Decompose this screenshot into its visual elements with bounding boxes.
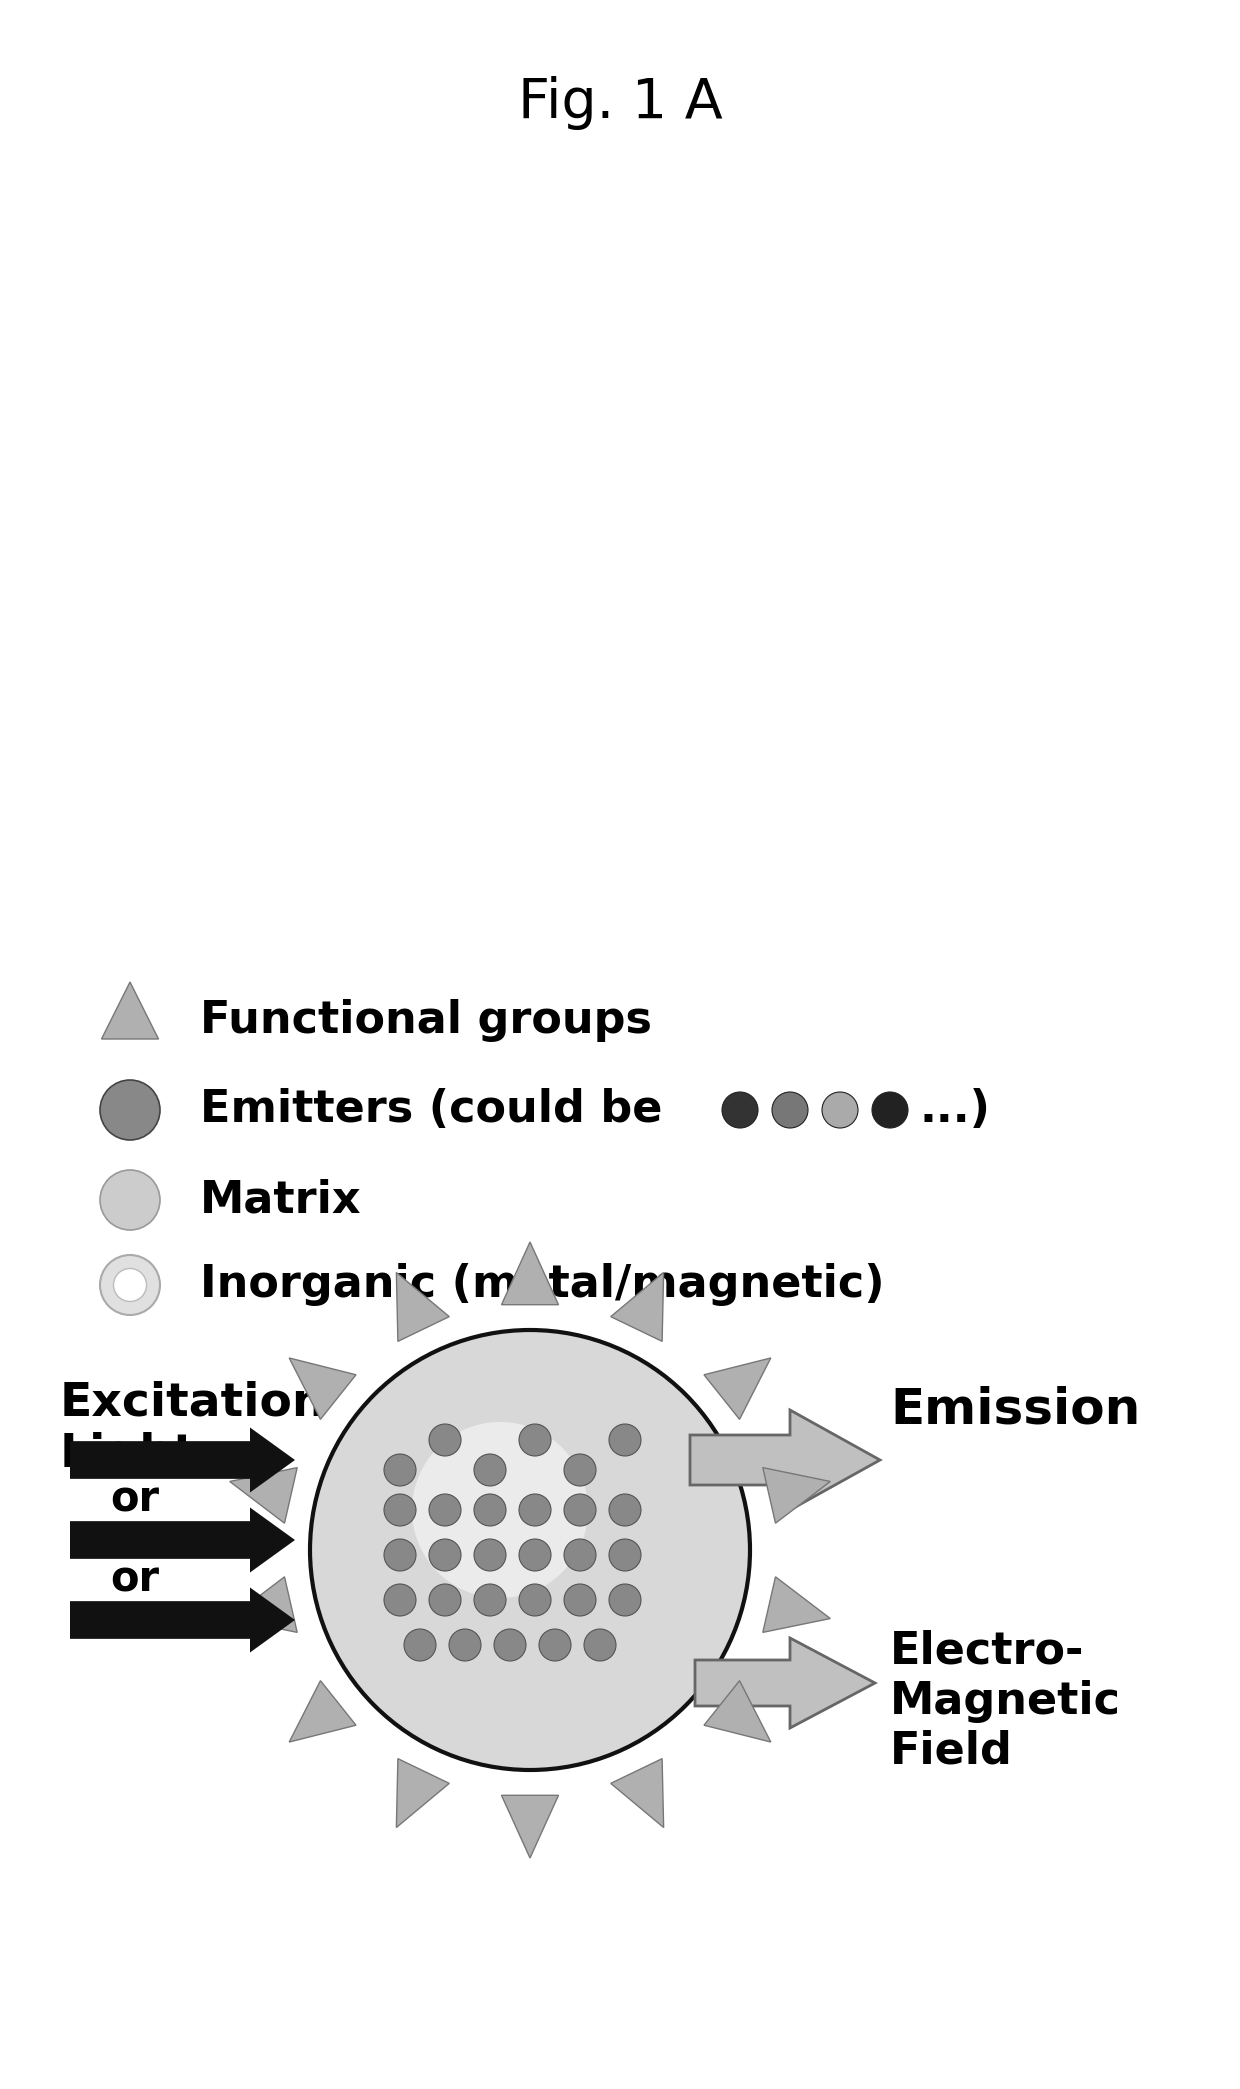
Polygon shape (397, 1272, 449, 1341)
Circle shape (384, 1540, 415, 1571)
Polygon shape (611, 1759, 663, 1828)
Polygon shape (229, 1469, 298, 1523)
Circle shape (429, 1494, 461, 1525)
Circle shape (520, 1494, 551, 1525)
Circle shape (520, 1425, 551, 1456)
Polygon shape (501, 1243, 558, 1306)
Circle shape (100, 1170, 160, 1230)
Polygon shape (289, 1682, 356, 1742)
Circle shape (520, 1540, 551, 1571)
Circle shape (449, 1629, 481, 1661)
Circle shape (474, 1454, 506, 1485)
Circle shape (564, 1540, 596, 1571)
Circle shape (722, 1093, 758, 1128)
Circle shape (429, 1425, 461, 1456)
Text: Emitters (could be: Emitters (could be (200, 1088, 662, 1132)
Circle shape (384, 1454, 415, 1485)
Circle shape (474, 1494, 506, 1525)
Circle shape (609, 1583, 641, 1617)
Polygon shape (289, 1358, 356, 1418)
Circle shape (609, 1425, 641, 1456)
Text: Functional groups: Functional groups (200, 999, 652, 1042)
Polygon shape (704, 1682, 771, 1742)
Polygon shape (694, 1638, 875, 1728)
Circle shape (520, 1583, 551, 1617)
Text: Excitation
Light: Excitation Light (60, 1381, 326, 1477)
Text: Electro-
Magnetic
Field: Electro- Magnetic Field (890, 1629, 1121, 1774)
Circle shape (539, 1629, 570, 1661)
Circle shape (822, 1093, 858, 1128)
Polygon shape (102, 982, 159, 1038)
Polygon shape (69, 1508, 295, 1573)
Text: Inorganic (metal/magnetic): Inorganic (metal/magnetic) (200, 1264, 884, 1306)
Circle shape (384, 1583, 415, 1617)
Circle shape (872, 1093, 908, 1128)
Polygon shape (704, 1358, 771, 1418)
Circle shape (100, 1255, 160, 1314)
Circle shape (474, 1540, 506, 1571)
Text: or: or (110, 1558, 159, 1600)
Text: Fig. 1 A: Fig. 1 A (517, 75, 723, 130)
Circle shape (494, 1629, 526, 1661)
Circle shape (100, 1080, 160, 1141)
Circle shape (564, 1583, 596, 1617)
Text: Emission: Emission (890, 1385, 1141, 1433)
Circle shape (412, 1423, 588, 1598)
Circle shape (310, 1331, 750, 1769)
Polygon shape (501, 1794, 558, 1857)
Polygon shape (69, 1588, 295, 1652)
Circle shape (773, 1093, 808, 1128)
Circle shape (609, 1494, 641, 1525)
Polygon shape (689, 1410, 880, 1510)
Polygon shape (763, 1577, 831, 1632)
Circle shape (429, 1583, 461, 1617)
Circle shape (584, 1629, 616, 1661)
Text: ...): ...) (920, 1088, 991, 1132)
Text: or: or (110, 1479, 159, 1521)
Circle shape (474, 1583, 506, 1617)
Circle shape (564, 1494, 596, 1525)
Circle shape (404, 1629, 436, 1661)
Polygon shape (611, 1272, 663, 1341)
Polygon shape (397, 1759, 449, 1828)
Circle shape (114, 1268, 146, 1301)
Circle shape (429, 1540, 461, 1571)
Circle shape (384, 1494, 415, 1525)
Circle shape (564, 1454, 596, 1485)
Polygon shape (763, 1469, 831, 1523)
Polygon shape (229, 1577, 298, 1632)
Polygon shape (69, 1427, 295, 1492)
Circle shape (609, 1540, 641, 1571)
Text: Matrix: Matrix (200, 1178, 362, 1222)
